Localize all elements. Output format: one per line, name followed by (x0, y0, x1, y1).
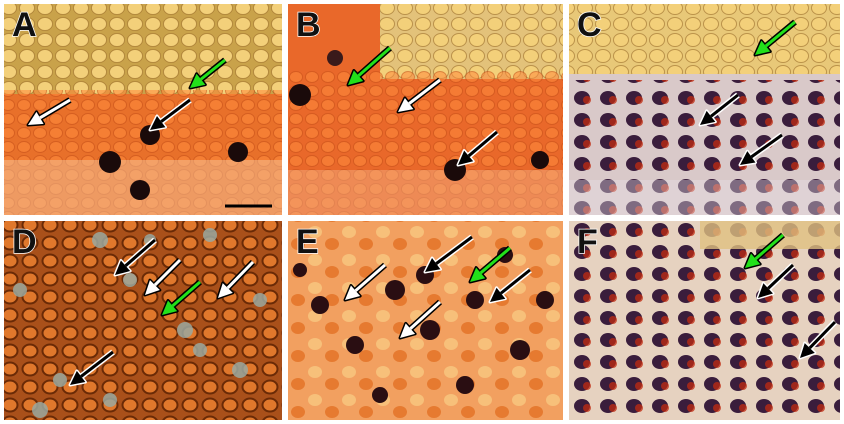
panel-label: D (12, 223, 37, 261)
panel-label: F (577, 223, 598, 261)
panel-label: E (296, 223, 319, 261)
figure: A B C D E F (0, 0, 844, 424)
panel-e-image (288, 221, 563, 420)
panel-b-image (288, 4, 563, 215)
panel-c-image (569, 4, 840, 215)
panel-label: C (577, 6, 602, 44)
panel-f-image (569, 221, 840, 420)
panel-label: A (12, 6, 37, 44)
page: {"figure": {"panels": [{"label": "A"}, {… (0, 0, 844, 424)
panel-label: B (296, 6, 321, 44)
panel-a-image (4, 4, 282, 215)
